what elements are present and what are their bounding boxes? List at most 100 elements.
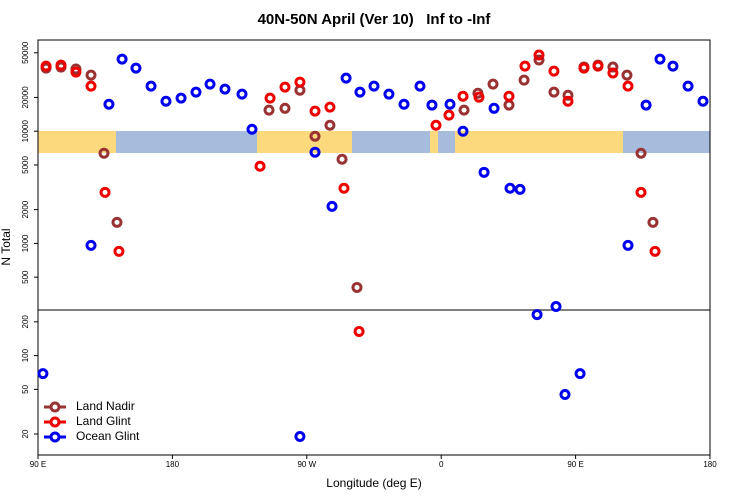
point: [487, 78, 499, 90]
point: [533, 49, 545, 61]
legend-label: Land Glint: [76, 414, 131, 428]
point: [204, 78, 216, 90]
point: [263, 104, 275, 116]
point: [116, 53, 128, 65]
point: [130, 62, 142, 74]
point: [478, 166, 490, 178]
x-tick-label: 90 E: [567, 460, 583, 469]
point: [550, 300, 562, 312]
point: [667, 60, 679, 72]
point: [635, 186, 647, 198]
point: [294, 76, 306, 88]
point: [519, 60, 531, 72]
point: [562, 95, 574, 107]
point: [279, 102, 291, 114]
point: [219, 83, 231, 95]
map-land: [257, 131, 352, 153]
legend-label: Ocean Glint: [76, 429, 140, 443]
point: [548, 65, 560, 77]
point: [340, 72, 352, 84]
y-tick-label: 5000: [21, 156, 30, 174]
point: [309, 130, 321, 142]
point: [324, 101, 336, 113]
point: [414, 80, 426, 92]
y-tick-label: 50000: [21, 41, 30, 64]
point: [518, 74, 530, 86]
point: [622, 80, 634, 92]
point: [113, 245, 125, 257]
point: [578, 62, 590, 74]
point: [473, 91, 485, 103]
point: [607, 61, 619, 73]
point: [697, 95, 709, 107]
point: [592, 60, 604, 72]
point: [324, 119, 336, 131]
point: [246, 123, 258, 135]
point: [309, 146, 321, 158]
x-tick-label: 90 W: [297, 460, 316, 469]
map-strip: [38, 131, 710, 153]
point: [548, 86, 560, 98]
y-tick-label: 100: [21, 348, 30, 362]
x-tick-label: 180: [166, 460, 180, 469]
point: [426, 99, 438, 111]
point: [430, 119, 442, 131]
point: [85, 69, 97, 81]
x-tick-label: 90 E: [30, 460, 46, 469]
y-tick-label: 50: [21, 384, 30, 393]
point: [635, 147, 647, 159]
y-tick-label: 2000: [21, 200, 30, 218]
point: [443, 109, 455, 121]
y-tick-label: 10000: [21, 120, 30, 143]
map-land: [38, 131, 116, 153]
point: [559, 388, 571, 400]
point: [336, 153, 348, 165]
point: [98, 147, 110, 159]
y-axis-label: N Total: [0, 228, 13, 265]
point: [70, 66, 82, 78]
point: [85, 80, 97, 92]
x-tick-label: 180: [703, 460, 717, 469]
point: [533, 54, 545, 66]
point: [647, 216, 659, 228]
point: [103, 98, 115, 110]
y-tick-label: 500: [21, 270, 30, 284]
point: [649, 245, 661, 257]
point: [398, 98, 410, 110]
point: [458, 104, 470, 116]
point: [354, 86, 366, 98]
y-tick-label: 20000: [21, 86, 30, 109]
point: [111, 216, 123, 228]
point: [99, 186, 111, 198]
legend-marker: [49, 401, 61, 413]
legend-marker: [49, 431, 61, 443]
point: [503, 99, 515, 111]
legend-marker: [49, 416, 61, 428]
point: [621, 69, 633, 81]
point: [353, 325, 365, 337]
point: [457, 90, 469, 102]
point: [40, 60, 52, 72]
point: [368, 80, 380, 92]
point: [562, 89, 574, 101]
point: [145, 80, 157, 92]
point: [383, 88, 395, 100]
point: [514, 183, 526, 195]
point: [264, 92, 276, 104]
x-axis-label: Longitude (deg E): [326, 476, 421, 490]
map-land: [455, 131, 623, 153]
y-tick-label: 1000: [21, 234, 30, 252]
point: [504, 182, 516, 194]
point: [294, 431, 306, 443]
point: [488, 102, 500, 114]
point: [531, 309, 543, 321]
plot-frame: [37, 39, 711, 456]
chart-title: 40N-50N April (Ver 10) Inf to -Inf: [258, 11, 492, 28]
point: [607, 67, 619, 79]
point: [444, 98, 456, 110]
x-tick-label: 0: [439, 460, 444, 469]
point: [236, 88, 248, 100]
point: [37, 368, 49, 380]
legend-label: Land Nadir: [76, 399, 135, 413]
